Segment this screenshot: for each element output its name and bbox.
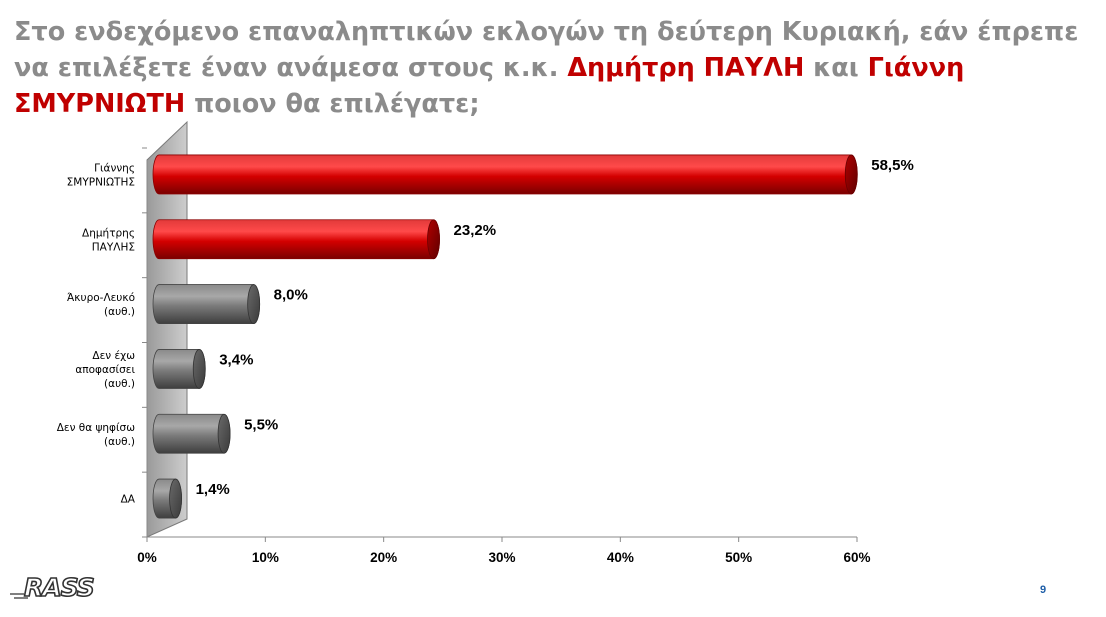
title-text-3: ποιον θα επιλέγατε; bbox=[185, 89, 480, 119]
bar bbox=[152, 413, 231, 454]
bar-end-cap bbox=[217, 413, 231, 454]
data-label: 5,5% bbox=[244, 416, 278, 433]
bar-body bbox=[152, 284, 261, 324]
title-text-1: Στο ενδεχόμενο επαναληπτικών εκλογών τη … bbox=[14, 17, 1079, 83]
x-tick-label: 10% bbox=[252, 550, 279, 565]
category-label: Δεν έχω αποφασίσει (αυθ.) bbox=[75, 350, 135, 390]
data-label: 58,5% bbox=[871, 157, 914, 174]
page-number: 9 bbox=[1040, 584, 1047, 596]
bar-body bbox=[152, 219, 440, 260]
category-label: Γιάννης ΣΜΥΡΝΙΩΤΗΣ bbox=[67, 162, 135, 188]
slide-title: Στο ενδεχόμενο επαναληπτικών εκλογών τη … bbox=[14, 14, 1084, 122]
rass-logo: RASS bbox=[8, 570, 120, 607]
bar bbox=[152, 349, 206, 389]
bar-end-cap bbox=[247, 284, 261, 324]
x-tick-label: 60% bbox=[843, 550, 870, 565]
bar-end-cap bbox=[844, 154, 858, 195]
bar bbox=[152, 478, 182, 519]
x-tick-label: 50% bbox=[725, 550, 752, 565]
category-label: Δημήτρης ΠΑΥΛΗΣ bbox=[82, 227, 135, 253]
x-tick-label: 20% bbox=[370, 550, 397, 565]
category-label: ΔΑ bbox=[121, 494, 136, 506]
bar bbox=[152, 219, 440, 260]
bar-body bbox=[152, 154, 858, 195]
bar bbox=[152, 154, 858, 195]
x-tick-label: 0% bbox=[137, 550, 157, 565]
bar bbox=[152, 284, 261, 324]
data-label: 3,4% bbox=[219, 351, 253, 368]
data-label: 8,0% bbox=[274, 287, 308, 304]
candidate-name-pavlis: Δημήτρη ΠΑΥΛΗ bbox=[567, 53, 805, 83]
data-label: 1,4% bbox=[196, 481, 230, 498]
rass-logo-icon: RASS bbox=[10, 572, 96, 603]
bar-end-cap bbox=[427, 219, 440, 260]
candidate-name-smyrniotis: Γιάννη ΣΜΥΡΝΙΩΤΗ bbox=[14, 53, 965, 119]
svg-text:RASS: RASS bbox=[24, 573, 94, 602]
x-tick-label: 40% bbox=[607, 550, 634, 565]
data-label: 23,2% bbox=[454, 222, 497, 239]
category-label: Δεν θα ψηφίσω (αυθ.) bbox=[57, 422, 135, 448]
title-text-2: και bbox=[804, 53, 868, 83]
bar-end-cap bbox=[169, 478, 182, 519]
bar-end-cap bbox=[192, 349, 206, 389]
category-label: Άκυρο-Λευκό (αυθ.) bbox=[67, 292, 135, 318]
x-tick-label: 30% bbox=[488, 550, 515, 565]
